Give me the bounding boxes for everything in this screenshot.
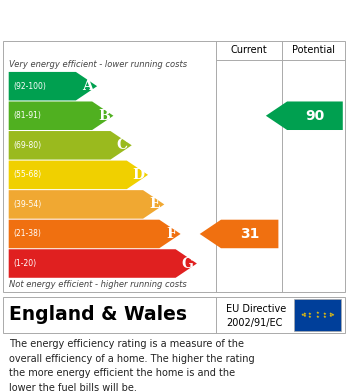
Text: ★: ★ xyxy=(329,312,332,316)
Polygon shape xyxy=(9,72,97,100)
Text: ★: ★ xyxy=(303,312,306,316)
Text: England & Wales: England & Wales xyxy=(9,305,187,325)
Text: ★: ★ xyxy=(331,313,334,317)
Text: ★: ★ xyxy=(308,312,312,316)
Text: EU Directive: EU Directive xyxy=(226,304,286,314)
Text: Potential: Potential xyxy=(292,45,335,55)
Text: (92-100): (92-100) xyxy=(13,82,46,91)
Text: ★: ★ xyxy=(301,313,304,317)
Text: 31: 31 xyxy=(240,227,259,241)
Text: G: G xyxy=(181,256,193,271)
Text: Current: Current xyxy=(230,45,267,55)
Text: ★: ★ xyxy=(323,312,327,316)
Text: B: B xyxy=(98,109,110,123)
Polygon shape xyxy=(200,220,278,248)
Text: Energy Efficiency Rating: Energy Efficiency Rating xyxy=(9,11,230,27)
Bar xyxy=(294,299,341,331)
Polygon shape xyxy=(9,249,197,278)
Text: A: A xyxy=(82,79,93,93)
Text: Very energy efficient - lower running costs: Very energy efficient - lower running co… xyxy=(9,61,187,70)
Text: C: C xyxy=(117,138,128,152)
Text: ★: ★ xyxy=(323,314,327,319)
Polygon shape xyxy=(9,161,148,189)
Polygon shape xyxy=(9,220,181,248)
Text: ★: ★ xyxy=(316,315,319,319)
Text: (69-80): (69-80) xyxy=(13,141,41,150)
Text: ★: ★ xyxy=(316,311,319,315)
Text: (81-91): (81-91) xyxy=(13,111,41,120)
Text: 90: 90 xyxy=(305,109,325,123)
Text: (21-38): (21-38) xyxy=(13,230,41,239)
Text: D: D xyxy=(132,168,144,182)
Text: 2002/91/EC: 2002/91/EC xyxy=(226,318,283,328)
Text: (1-20): (1-20) xyxy=(13,259,36,268)
Polygon shape xyxy=(9,102,113,130)
Polygon shape xyxy=(9,190,164,219)
Polygon shape xyxy=(266,102,343,130)
Polygon shape xyxy=(9,131,132,160)
Text: ★: ★ xyxy=(308,314,312,319)
Text: Not energy efficient - higher running costs: Not energy efficient - higher running co… xyxy=(9,280,187,289)
Text: (55-68): (55-68) xyxy=(13,170,41,179)
Text: (39-54): (39-54) xyxy=(13,200,41,209)
Text: F: F xyxy=(166,227,176,241)
Text: E: E xyxy=(149,197,160,212)
Text: ★: ★ xyxy=(329,314,332,318)
Text: ★: ★ xyxy=(303,314,306,318)
Text: The energy efficiency rating is a measure of the
overall efficiency of a home. T: The energy efficiency rating is a measur… xyxy=(9,339,254,391)
